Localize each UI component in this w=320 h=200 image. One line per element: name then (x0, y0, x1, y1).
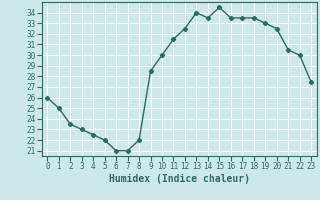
X-axis label: Humidex (Indice chaleur): Humidex (Indice chaleur) (109, 174, 250, 184)
